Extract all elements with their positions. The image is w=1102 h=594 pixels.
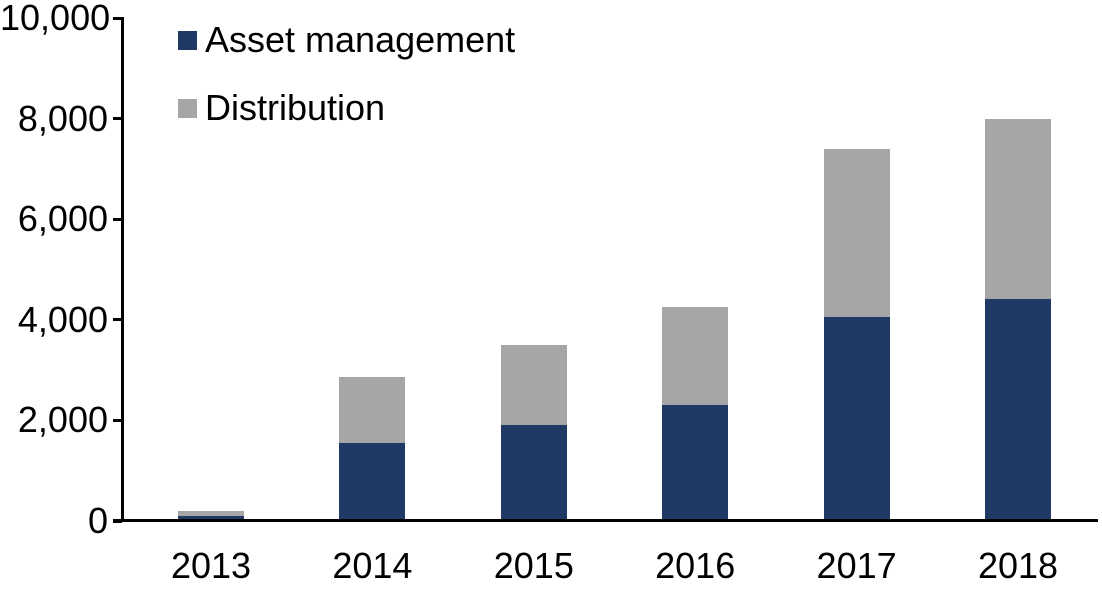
y-tick-6000: [113, 217, 122, 221]
legend-item-asset-management: Asset management: [178, 21, 515, 59]
bar-2016-asset-management: [662, 405, 729, 521]
x-tick-label-2017: 2017: [816, 545, 897, 586]
y-tick-label-0: 0: [87, 500, 108, 541]
x-tick-label-2013: 2013: [170, 545, 252, 586]
x-tick-label-2016: 2016: [655, 545, 736, 586]
legend-item-distribution: Distribution: [178, 89, 385, 127]
legend-label-asset-management: Asset management: [205, 19, 516, 60]
x-tick-label-2014: 2014: [332, 545, 413, 586]
y-tick-4000: [113, 318, 122, 322]
y-tick-label-4000: 4,000: [17, 298, 108, 340]
y-tick-label-6000: 6,000: [17, 198, 108, 240]
bar-2018-distribution: [985, 118, 1051, 299]
y-tick-label-10000: 10,000: [0, 0, 111, 38]
bar-2014-asset-management: [339, 443, 406, 521]
y-axis-line: [121, 17, 124, 522]
y-tick-10000: [113, 16, 122, 20]
y-tick-label-2000: 2,000: [17, 399, 108, 441]
legend-swatch-distribution: [178, 98, 197, 118]
x-tick-label-2018: 2018: [977, 545, 1059, 586]
bar-2015-asset-management: [500, 425, 567, 521]
y-tick-8000: [113, 117, 122, 121]
y-tick-label-8000: 8,000: [17, 97, 108, 139]
bar-2014-distribution: [339, 376, 406, 444]
x-tick-label-2015: 2015: [493, 545, 574, 586]
bar-2013-asset-management: [178, 515, 244, 521]
bar-2016-distribution: [662, 307, 729, 406]
x-axis-line: [113, 519, 1098, 522]
legend-swatch-asset-management: [178, 30, 197, 50]
bar-2017-distribution: [823, 148, 890, 318]
legend-label-distribution: Distribution: [205, 87, 386, 128]
bar-2018-asset-management: [985, 298, 1051, 521]
bar-2015-distribution: [500, 344, 567, 426]
y-tick-2000: [113, 418, 122, 422]
bar-2013-distribution: [178, 511, 244, 516]
bar-2017-asset-management: [823, 317, 890, 521]
